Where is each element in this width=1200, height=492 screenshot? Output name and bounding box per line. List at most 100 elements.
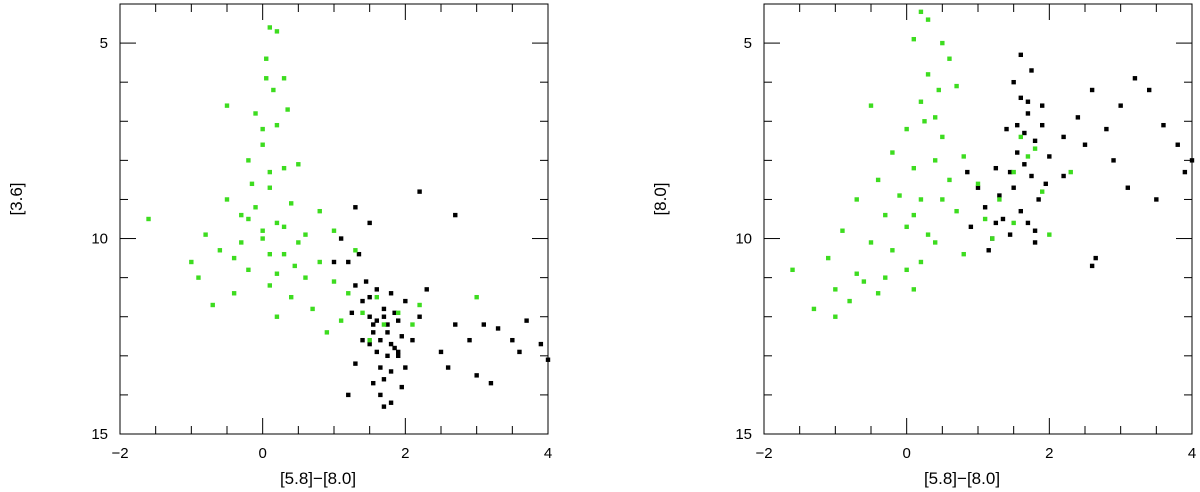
chart-1-point xyxy=(260,126,265,132)
chart-2-point xyxy=(1047,154,1052,159)
chart-2-point xyxy=(993,220,999,226)
chart-2-point xyxy=(875,177,881,183)
chart-1-point xyxy=(381,404,387,409)
chart-2-point xyxy=(1032,138,1038,144)
chart-1-y-tick-label: 10 xyxy=(91,231,108,248)
chart-2-point xyxy=(1022,162,1027,167)
chart-1-point xyxy=(367,337,372,343)
chart-2-x-tick-label: 0 xyxy=(902,445,910,462)
chart-1-point xyxy=(396,318,401,323)
chart-1-point xyxy=(224,103,230,108)
chart-1-point xyxy=(253,111,258,116)
chart-1-point xyxy=(392,310,397,316)
chart-2-point xyxy=(854,271,859,276)
plot-right: −2 0 2 4 5 10 15 [5.8]−[8.0] [8.0] xyxy=(651,3,1196,488)
chart-1-point xyxy=(331,279,337,284)
chart-1-point xyxy=(239,212,244,218)
chart-1-point xyxy=(260,142,265,147)
chart-1-point xyxy=(281,251,287,257)
chart-1-point xyxy=(538,341,544,347)
chart-2-point xyxy=(1043,181,1048,187)
chart-1-point xyxy=(346,392,351,398)
chart-2-point xyxy=(883,275,888,280)
chart-2-point xyxy=(933,240,938,245)
chart-1-point xyxy=(203,232,208,237)
chart-2-point xyxy=(1032,240,1038,245)
chart-2-series-green xyxy=(790,9,1073,319)
chart-1-point xyxy=(371,330,376,335)
chart-1-point xyxy=(267,251,272,257)
chart-2-point xyxy=(875,291,881,296)
chart-1-point xyxy=(346,291,351,296)
chart-2-point xyxy=(1089,87,1095,93)
chart-1-x-axis-label: [5.8]−[8.0] xyxy=(280,469,356,488)
chart-2-y-axis-label: [8.0] xyxy=(651,182,670,215)
chart-2-point xyxy=(1036,197,1041,202)
chart-1-point xyxy=(367,341,372,347)
chart-1-y-tick-label: 15 xyxy=(91,426,108,443)
chart-2-point xyxy=(911,165,916,171)
chart-2-point xyxy=(940,197,945,202)
chart-2-point xyxy=(1004,126,1009,132)
chart-2-point xyxy=(1011,79,1016,85)
chart-1-point xyxy=(517,349,522,355)
chart-1-point xyxy=(374,349,379,355)
chart-1-point xyxy=(292,263,297,269)
chart-1-point xyxy=(317,208,322,214)
chart-2-point xyxy=(1182,169,1188,175)
chart-1-point xyxy=(360,310,365,316)
chart-1-point xyxy=(467,337,472,343)
chart-1-point xyxy=(424,287,429,292)
chart-2-point xyxy=(982,216,988,222)
chart-2-point xyxy=(968,224,974,230)
chart-2-point xyxy=(982,205,988,210)
chart-1-point xyxy=(417,314,422,319)
chart-1-point xyxy=(217,248,223,253)
chart-1-point xyxy=(474,294,479,300)
chart-1-point xyxy=(381,306,387,312)
chart-2-point xyxy=(840,228,845,233)
chart-1-point xyxy=(260,228,265,233)
chart-1-point xyxy=(385,353,390,359)
chart-1-point xyxy=(146,216,151,222)
chart-1-point xyxy=(331,259,337,265)
chart-1-point xyxy=(274,314,280,319)
chart-1-point xyxy=(267,25,272,30)
chart-2-point xyxy=(954,208,959,214)
chart-2-point xyxy=(1011,220,1016,226)
chart-1-point xyxy=(249,181,255,187)
chart-2-point xyxy=(854,197,859,202)
chart-2-point xyxy=(940,134,945,140)
chart-2-x-tick-label: −2 xyxy=(755,445,772,462)
chart-2-point xyxy=(997,197,1002,202)
chart-1-point xyxy=(346,259,351,265)
chart-2-point xyxy=(918,99,924,104)
chart-1-point xyxy=(303,275,308,280)
chart-1-point xyxy=(360,337,365,343)
chart-1-point xyxy=(353,205,358,210)
chart-1-point xyxy=(378,365,383,370)
chart-2-point xyxy=(833,287,838,292)
chart-2-point xyxy=(1032,228,1038,233)
chart-2-y-tick-label: 10 xyxy=(735,231,752,248)
chart-2-x-tick-label: 4 xyxy=(1188,445,1196,462)
chart-2-x-tick-label: 2 xyxy=(1045,445,1053,462)
chart-1-x-tick-label: 2 xyxy=(401,445,409,462)
chart-1-point xyxy=(385,322,390,327)
chart-2-point xyxy=(1018,95,1023,101)
chart-2-point xyxy=(1061,134,1066,140)
chart-1-point xyxy=(367,314,372,319)
chart-1-point xyxy=(289,294,294,300)
chart-2-point xyxy=(911,287,916,292)
chart-1-point xyxy=(399,334,404,339)
chart-2-point xyxy=(1132,76,1138,81)
chart-2-point xyxy=(904,267,909,273)
chart-2-point xyxy=(883,212,888,218)
chart-1-point xyxy=(399,384,404,390)
chart-2-point xyxy=(911,36,916,42)
chart-2-point xyxy=(1040,189,1045,194)
chart-1-point xyxy=(260,236,265,241)
chart-1-point xyxy=(453,322,458,327)
chart-1-point xyxy=(388,369,394,374)
